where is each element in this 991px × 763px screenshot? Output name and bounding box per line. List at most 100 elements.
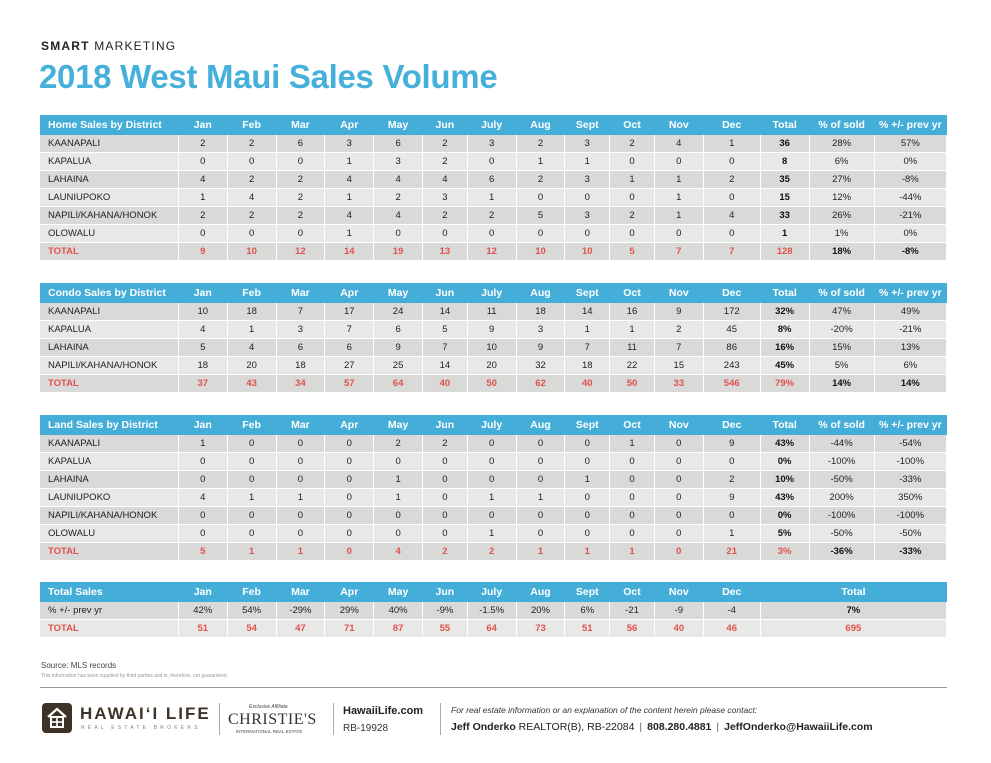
cell-value: 18	[178, 356, 228, 375]
disclaimer: This information has been supplied by th…	[41, 673, 229, 679]
district-name: LAUNIUPOKO	[40, 488, 179, 507]
cell-value: 2	[703, 470, 761, 489]
column-header: Oct	[609, 283, 655, 303]
cell-value: 1	[324, 188, 375, 207]
phone[interactable]: 808.280.4881	[647, 721, 712, 733]
cell-value: 2	[178, 135, 228, 153]
table-row: LAHAINA 5 4 6 6 9 7 10 9 7 11 7 86 16% 15% 13%	[40, 338, 948, 357]
cell-value: 29%	[324, 602, 375, 620]
cell-value: 0%	[760, 452, 810, 471]
column-header: Aug	[516, 415, 565, 435]
cell-value: 0	[703, 152, 761, 171]
cell-value: 0	[276, 435, 326, 453]
cell-value: 15	[654, 356, 704, 375]
christies-subtitle: INTERNATIONAL REAL ESTATE	[236, 729, 303, 734]
cell-value: 0	[516, 452, 566, 471]
total-value: 3%	[760, 542, 810, 561]
column-header: July	[467, 283, 517, 303]
cell-value: 7	[276, 303, 326, 321]
cell-value: 0	[422, 452, 468, 471]
cell-value: 15	[760, 188, 810, 207]
cell-value: 49%	[874, 303, 948, 321]
cell-value: 43%	[760, 488, 810, 507]
divider	[219, 703, 220, 735]
cell-value: 0	[564, 488, 611, 507]
total-label: TOTAL	[40, 242, 179, 261]
cell-value: 4	[654, 135, 704, 153]
total-label: TOTAL	[40, 374, 179, 393]
total-row: TOTAL 37 43 34 57 64 40 50 62 40 50 33 546 79% 14% 14%	[40, 374, 948, 393]
cell-value: -21	[609, 602, 655, 620]
cell-value: 0	[467, 506, 517, 525]
cell-value: 9	[654, 303, 704, 321]
total-value: 54	[227, 619, 277, 638]
table-row: LAUNIUPOKO 4 1 1 0 1 0 1 1 0 0 0 9 43% 200% 350%	[40, 488, 948, 507]
table-row: KAANAPALI 1 0 0 0 2 2 0 0 0 1 0 9 43% -44% -54%	[40, 435, 948, 453]
total-value: 1	[564, 542, 611, 561]
cell-value: 4	[703, 206, 761, 225]
cell-value: 13%	[874, 338, 948, 357]
total-value: 0	[324, 542, 375, 561]
cell-value: 7%	[760, 602, 948, 620]
cell-value: 1	[324, 152, 375, 171]
cell-value: 0	[654, 488, 704, 507]
column-header: Jan	[178, 582, 228, 602]
cell-value: -21%	[874, 206, 948, 225]
column-header: Feb	[227, 582, 277, 602]
cell-value: 7	[654, 338, 704, 357]
district-name: OLOWALU	[40, 224, 179, 243]
column-header: Total	[760, 115, 810, 135]
cell-value: 0	[609, 452, 655, 471]
cell-value: 32	[516, 356, 566, 375]
cell-value: 32%	[760, 303, 810, 321]
cell-value: 2	[422, 206, 468, 225]
cell-value: 0	[703, 188, 761, 207]
cell-value: -100%	[809, 506, 875, 525]
cell-value: 2	[703, 170, 761, 189]
total-row: TOTAL 9 10 12 14 19 13 12 10 10 5 7 7 128 18% -8%	[40, 242, 948, 261]
cell-value: 8%	[760, 320, 810, 339]
website-link[interactable]: HawaiiLife.com	[343, 705, 424, 717]
cell-value: 1	[609, 170, 655, 189]
cell-value: 4	[178, 320, 228, 339]
cell-value: 0	[276, 152, 326, 171]
section-title: Land Sales by District	[40, 415, 179, 435]
column-header: Sept	[564, 415, 610, 435]
total-value: 10	[564, 242, 611, 261]
header-row: Home Sales by District Jan Feb Mar Apr May Jun…	[40, 115, 947, 135]
cell-value: 0	[422, 524, 468, 543]
table-row: OLOWALU 0 0 0 0 0 0 1 0 0 0 0 1 5% -50% -50%	[40, 524, 948, 543]
cell-value: 0	[422, 470, 468, 489]
cell-value: 9	[703, 488, 761, 507]
cell-value: -44%	[809, 435, 875, 453]
cell-value: 1	[276, 488, 326, 507]
district-name: KAPALUA	[40, 152, 179, 171]
district-name: LAHAINA	[40, 470, 179, 489]
cell-value: 18	[276, 356, 326, 375]
cell-value: 25	[373, 356, 423, 375]
cell-value: -1.5%	[467, 602, 517, 620]
cell-value: 0	[564, 524, 611, 543]
cell-value: 1	[227, 488, 277, 507]
total-label: TOTAL	[40, 619, 179, 638]
cell-value: 0	[276, 524, 326, 543]
cell-value: 1	[373, 470, 423, 489]
cell-value: 0	[516, 188, 566, 207]
cell-value: 4	[324, 170, 375, 189]
total-value: -36%	[809, 542, 875, 561]
cell-value: -33%	[874, 470, 948, 489]
column-header: % of sold	[809, 283, 875, 303]
total-value: 57	[324, 374, 375, 393]
column-header: Jan	[178, 283, 228, 303]
district-name: KAPALUA	[40, 452, 179, 471]
total-value: 128	[760, 242, 810, 261]
email-link[interactable]: JeffOnderko@HawaiiLife.com	[724, 721, 873, 733]
cell-value: 172	[703, 303, 761, 321]
cell-value: 0	[227, 435, 277, 453]
cell-value: 6%	[874, 356, 948, 375]
cell-value: -21%	[874, 320, 948, 339]
cell-value: 0	[227, 506, 277, 525]
cell-value: 0	[516, 470, 566, 489]
cell-value: -50%	[809, 524, 875, 543]
cell-value: 4	[178, 170, 228, 189]
